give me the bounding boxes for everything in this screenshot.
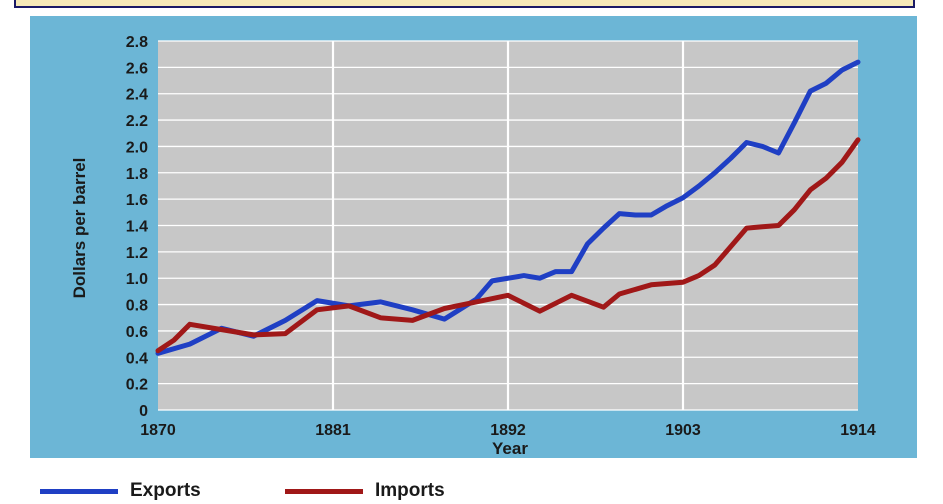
- y-tick-label: 1.6: [126, 192, 148, 209]
- y-tick-label: 2.6: [126, 60, 148, 77]
- y-tick-label: 1.4: [126, 219, 148, 236]
- series-line-imports: [155, 137, 861, 354]
- y-axis-title: Dollars per barrel: [70, 158, 89, 299]
- x-axis-title: Year: [492, 439, 528, 458]
- legend: Exports Imports: [40, 478, 640, 504]
- legend-label-imports: Imports: [375, 480, 445, 501]
- legend-swatch-exports: [40, 488, 118, 494]
- y-tick-label: 1.8: [126, 166, 148, 183]
- x-tick-label: 1881: [315, 422, 351, 439]
- y-tick-label: 1.0: [126, 271, 148, 288]
- legend-label-exports: Exports: [130, 480, 201, 501]
- y-tick-label: 0: [139, 403, 148, 420]
- series-line-exports: [155, 59, 861, 356]
- y-tick-label: 2.0: [126, 139, 148, 156]
- y-tick-label: 0.6: [126, 324, 148, 341]
- x-tick-label: 1870: [140, 422, 176, 439]
- x-tick-label: 1892: [490, 422, 526, 439]
- legend-item-imports: Imports: [285, 478, 445, 504]
- legend-item-exports: Exports: [40, 478, 201, 504]
- y-tick-label: 1.2: [126, 245, 148, 262]
- y-tick-label: 0.2: [126, 377, 148, 394]
- legend-swatch-imports: [285, 488, 363, 494]
- y-tick-label: 2.8: [126, 34, 148, 51]
- x-tick-label: 1903: [665, 422, 701, 439]
- y-tick-label: 2.4: [126, 87, 148, 104]
- y-tick-label: 0.8: [126, 298, 148, 315]
- top-banner: [14, 0, 915, 8]
- y-tick-label: 2.2: [126, 113, 148, 130]
- x-tick-label: 1914: [840, 422, 876, 439]
- y-tick-label: 0.4: [126, 350, 148, 367]
